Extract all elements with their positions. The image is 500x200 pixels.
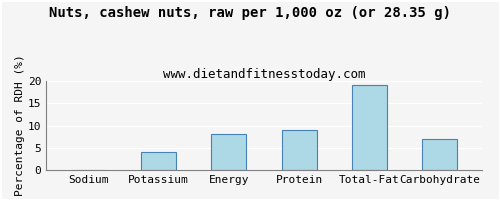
Bar: [141, 152, 176, 170]
Text: Nuts, cashew nuts, raw per 1,000 oz (or 28.35 g): Nuts, cashew nuts, raw per 1,000 oz (or …: [49, 6, 451, 20]
Bar: [282, 130, 317, 170]
Title: www.dietandfitnesstoday.com: www.dietandfitnesstoday.com: [163, 68, 366, 81]
Y-axis label: Percentage of RDH (%): Percentage of RDH (%): [15, 55, 25, 196]
Bar: [352, 85, 387, 170]
Bar: [422, 139, 458, 170]
Bar: [212, 134, 246, 170]
